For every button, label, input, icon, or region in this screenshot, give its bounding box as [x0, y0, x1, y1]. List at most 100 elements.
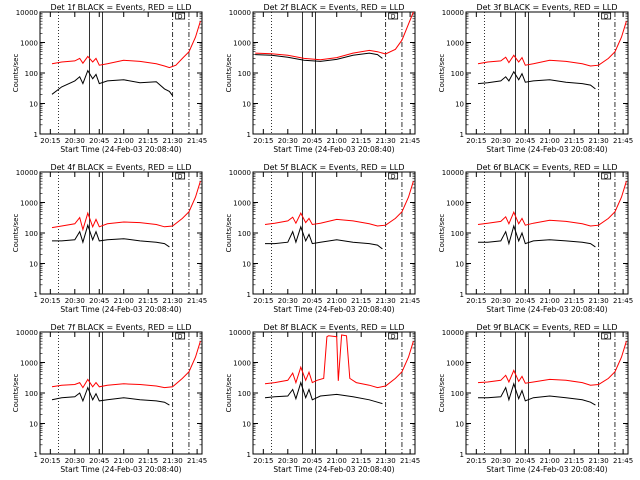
chart-title: Det 1f BLACK = Events, RED = LLD	[50, 3, 191, 12]
x-tick-label: 20:45	[302, 457, 322, 465]
lld-series-line	[51, 21, 201, 69]
x-tick-label: 20:45	[515, 137, 535, 145]
x-tick-label: 21:15	[138, 297, 158, 305]
y-axis-label: Counts/sec	[438, 374, 446, 413]
chart-title: Det 4f BLACK = Events, RED = LLD	[50, 163, 191, 172]
plot-frame	[252, 11, 416, 135]
legend-box	[601, 172, 612, 180]
lld-series-line	[477, 341, 627, 386]
x-tick-label: 20:45	[89, 297, 109, 305]
x-tick-label: 20:15	[466, 297, 486, 305]
y-tick-label: 10	[29, 421, 38, 429]
plot-frame	[465, 331, 629, 455]
x-axis-label: Start Time (24-Feb-03 20:08:40)	[273, 145, 394, 154]
x-tick-label: 21:45	[187, 457, 207, 465]
y-tick-label: 1	[460, 291, 464, 299]
events-series-line	[477, 70, 596, 90]
x-axis-label: Start Time (24-Feb-03 20:08:40)	[273, 305, 394, 314]
legend-box	[601, 12, 612, 20]
x-tick-label: 21:45	[613, 297, 633, 305]
events-series-line	[51, 386, 170, 406]
y-tick-label: 1000	[233, 360, 251, 368]
x-tick-label: 21:30	[376, 457, 396, 465]
y-tick-label: 1	[247, 131, 251, 139]
y-tick-label: 1000	[20, 40, 38, 48]
x-tick-label: 21:00	[540, 297, 560, 305]
x-axis-label: Start Time (24-Feb-03 20:08:40)	[60, 145, 181, 154]
x-tick-label: 21:30	[589, 137, 609, 145]
chart-panel: Det 7f BLACK = Events, RED = LLD 1 10 100 10…	[12, 323, 207, 474]
y-tick-label: 10000	[442, 169, 464, 177]
y-tick-label: 100	[238, 70, 251, 78]
legend-box-label: D	[391, 334, 396, 341]
y-tick-label: 100	[25, 230, 38, 238]
x-tick-label: 21:45	[400, 297, 420, 305]
x-tick-label: 20:30	[491, 457, 511, 465]
y-tick-label: 100	[451, 70, 464, 78]
legend-box	[388, 12, 399, 20]
y-tick-label: 100	[238, 390, 251, 398]
x-tick-label: 20:45	[89, 457, 109, 465]
legend-box-label: D	[604, 14, 609, 21]
x-tick-label: 20:15	[40, 137, 60, 145]
events-series-line	[51, 69, 174, 96]
y-tick-label: 1	[34, 451, 38, 459]
chart-title: Det 7f BLACK = Events, RED = LLD	[50, 323, 191, 332]
y-tick-label: 10	[455, 101, 464, 109]
y-tick-label: 10000	[229, 329, 251, 337]
y-tick-label: 1000	[20, 200, 38, 208]
chart-panel: Det 9f BLACK = Events, RED = LLD 1 10 100 10…	[438, 323, 633, 474]
y-tick-label: 1000	[446, 200, 464, 208]
y-tick-label: 1000	[233, 200, 251, 208]
x-tick-label: 21:00	[327, 137, 347, 145]
x-axis-label: Start Time (24-Feb-03 20:08:40)	[273, 465, 394, 474]
x-tick-label: 20:30	[65, 457, 85, 465]
x-axis-label: Start Time (24-Feb-03 20:08:40)	[60, 305, 181, 314]
legend-box-label: D	[604, 334, 609, 341]
plot-frame	[39, 331, 203, 455]
chart-panel: Det 5f BLACK = Events, RED = LLD 1 10 100 10…	[225, 163, 420, 314]
legend-box	[388, 332, 399, 340]
chart-title: Det 5f BLACK = Events, RED = LLD	[263, 163, 404, 172]
chart-title: Det 3f BLACK = Events, RED = LLD	[476, 3, 617, 12]
x-tick-label: 20:15	[253, 137, 273, 145]
y-tick-label: 1	[460, 131, 464, 139]
x-tick-label: 21:15	[564, 137, 584, 145]
y-tick-label: 10000	[442, 9, 464, 17]
x-tick-label: 21:45	[613, 457, 633, 465]
y-tick-label: 1000	[446, 360, 464, 368]
x-tick-label: 21:30	[589, 297, 609, 305]
x-tick-label: 21:00	[114, 297, 134, 305]
events-series-line	[478, 382, 596, 406]
x-tick-label: 20:30	[278, 297, 298, 305]
x-tick-label: 21:45	[400, 457, 420, 465]
events-series-line	[265, 225, 383, 250]
x-tick-label: 21:15	[351, 137, 371, 145]
y-tick-label: 100	[451, 230, 464, 238]
legend-box	[175, 12, 186, 20]
x-tick-label: 21:30	[376, 297, 396, 305]
x-axis-label: Start Time (24-Feb-03 20:08:40)	[486, 145, 607, 154]
y-tick-label: 10000	[16, 169, 38, 177]
x-tick-label: 21:30	[376, 137, 396, 145]
x-tick-label: 20:45	[302, 137, 322, 145]
x-tick-label: 21:00	[114, 457, 134, 465]
x-tick-label: 20:15	[253, 297, 273, 305]
y-tick-label: 1	[247, 451, 251, 459]
events-series-line	[255, 52, 383, 62]
y-tick-label: 10000	[229, 169, 251, 177]
legend-box	[388, 172, 399, 180]
x-tick-label: 21:45	[613, 137, 633, 145]
x-axis-label: Start Time (24-Feb-03 20:08:40)	[60, 465, 181, 474]
lld-series-line	[264, 181, 414, 227]
plot-frame	[252, 171, 416, 295]
legend-box	[601, 332, 612, 340]
x-tick-label: 21:15	[564, 457, 584, 465]
events-series-line	[264, 380, 383, 405]
x-tick-label: 20:30	[491, 297, 511, 305]
y-tick-label: 1000	[233, 40, 251, 48]
x-tick-label: 21:30	[163, 137, 183, 145]
x-tick-label: 21:45	[187, 137, 207, 145]
x-tick-label: 21:00	[540, 457, 560, 465]
